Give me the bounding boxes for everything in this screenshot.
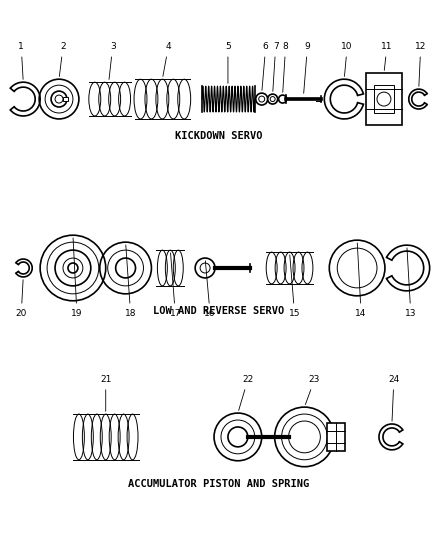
Text: ACCUMULATOR PISTON AND SPRING: ACCUMULATOR PISTON AND SPRING	[128, 479, 310, 489]
Text: 7: 7	[273, 43, 279, 91]
Circle shape	[256, 93, 268, 105]
Text: 6: 6	[262, 43, 268, 90]
Text: 21: 21	[100, 375, 111, 411]
Text: 18: 18	[125, 245, 136, 318]
Text: 22: 22	[239, 375, 254, 410]
Text: 3: 3	[109, 43, 116, 79]
Text: 5: 5	[225, 43, 231, 83]
Text: 16: 16	[204, 261, 216, 318]
Bar	[374, 85, 394, 113]
Text: 24: 24	[388, 375, 399, 421]
Text: 23: 23	[305, 375, 320, 405]
Circle shape	[377, 92, 391, 106]
Circle shape	[268, 94, 278, 104]
Text: 20: 20	[16, 280, 27, 318]
Bar	[366, 73, 402, 125]
Text: 13: 13	[405, 248, 417, 318]
Text: 15: 15	[289, 255, 300, 318]
Circle shape	[279, 95, 286, 103]
Text: 17: 17	[170, 253, 181, 318]
Circle shape	[195, 258, 215, 278]
Text: LOW AND REVERSE SERVO: LOW AND REVERSE SERVO	[153, 306, 285, 316]
Text: 4: 4	[163, 43, 171, 76]
Text: 8: 8	[283, 43, 289, 92]
Text: 12: 12	[415, 43, 427, 86]
Text: 14: 14	[355, 243, 367, 318]
Bar	[63, 97, 68, 101]
Text: 1: 1	[18, 43, 24, 79]
Bar	[327, 423, 345, 451]
Text: 19: 19	[71, 238, 83, 318]
Text: 2: 2	[60, 43, 66, 76]
Text: 9: 9	[304, 43, 310, 93]
Text: 11: 11	[381, 43, 393, 70]
Text: 10: 10	[342, 43, 353, 76]
Text: KICKDOWN SERVO: KICKDOWN SERVO	[175, 131, 263, 141]
